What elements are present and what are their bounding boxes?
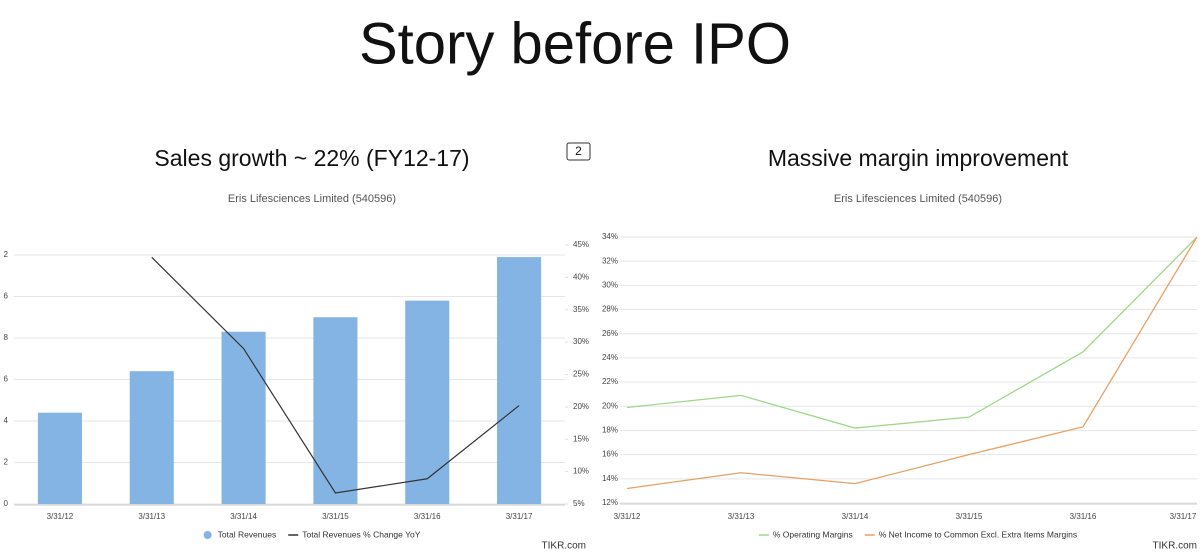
legend-marker — [203, 531, 212, 539]
legend-label: Total Revenues % Change YoY — [302, 529, 420, 539]
x-tick-label: 3/31/14 — [842, 512, 869, 521]
chart-subtitle: Eris Lifesciences Limited (540596) — [834, 193, 1002, 205]
bar — [129, 371, 174, 504]
y2-tick-label: 35% — [573, 305, 589, 314]
bar — [313, 317, 358, 504]
page-number: 2 — [575, 144, 582, 158]
y2-tick-label: 25% — [573, 370, 589, 379]
y-tick-label: 32% — [602, 256, 618, 265]
x-tick-label: 3/31/14 — [230, 512, 257, 521]
source: TIKR.com — [1153, 541, 1197, 552]
legend-label: % Net Income to Common Excl. Extra Items… — [879, 529, 1077, 539]
y-tick-label: 22% — [602, 377, 618, 386]
y-tick-label: 30% — [602, 280, 618, 289]
y-tick-label: 6 — [4, 292, 9, 301]
x-tick-label: 3/31/15 — [956, 512, 983, 521]
source: TIKR.com — [542, 541, 586, 552]
y2-tick-label: 20% — [573, 402, 589, 411]
x-tick-label: 3/31/16 — [1070, 512, 1097, 521]
line — [151, 256, 520, 494]
chart-subtitle: Eris Lifesciences Limited (540596) — [228, 193, 396, 205]
bar — [497, 257, 542, 504]
legend-label: % Operating Margins — [773, 529, 853, 539]
bar — [37, 412, 82, 504]
chart-title: Sales growth ~ 22% (FY12-17) — [154, 145, 469, 171]
y-tick-label: 6 — [4, 375, 9, 384]
y2-tick-label: 45% — [573, 240, 589, 249]
y-tick-label: 26% — [602, 329, 618, 338]
legend-label: Total Revenues — [218, 529, 277, 539]
x-tick-label: 3/31/13 — [728, 512, 755, 521]
x-tick-label: 3/31/17 — [506, 512, 533, 521]
y2-tick-label: 30% — [573, 337, 589, 346]
x-tick-label: 3/31/12 — [614, 512, 641, 521]
slide-title: Story before IPO — [359, 11, 791, 76]
bar — [221, 331, 266, 504]
y-tick-label: 16% — [602, 450, 618, 459]
x-tick-label: 3/31/16 — [414, 512, 441, 521]
y-tick-label: 12% — [602, 498, 618, 507]
y-tick-label: 0 — [4, 499, 9, 508]
x-tick-label: 3/31/15 — [322, 512, 349, 521]
x-tick-label: 3/31/13 — [138, 512, 165, 521]
y-tick-label: 4 — [4, 416, 9, 425]
chart-title: Massive margin improvement — [768, 145, 1069, 171]
y-tick-label: 2 — [4, 250, 9, 259]
y-tick-label: 20% — [602, 401, 618, 410]
y-tick-label: 14% — [602, 474, 618, 483]
line — [626, 236, 1198, 429]
y-tick-label: 28% — [602, 305, 618, 314]
line — [626, 236, 1198, 490]
y-tick-label: 2 — [4, 458, 9, 467]
bar — [405, 300, 450, 504]
y-tick-label: 18% — [602, 426, 618, 435]
x-tick-label: 3/31/17 — [1170, 512, 1197, 521]
y2-tick-label: 15% — [573, 434, 589, 443]
y2-tick-label: 40% — [573, 272, 589, 281]
y-tick-label: 34% — [602, 232, 618, 241]
y2-tick-label: 10% — [573, 467, 589, 476]
x-tick-label: 3/31/12 — [47, 512, 74, 521]
y-tick-label: 8 — [4, 333, 9, 342]
y-tick-label: 24% — [602, 353, 618, 362]
y2-tick-label: 5% — [573, 499, 585, 508]
page-number-box — [566, 142, 591, 161]
